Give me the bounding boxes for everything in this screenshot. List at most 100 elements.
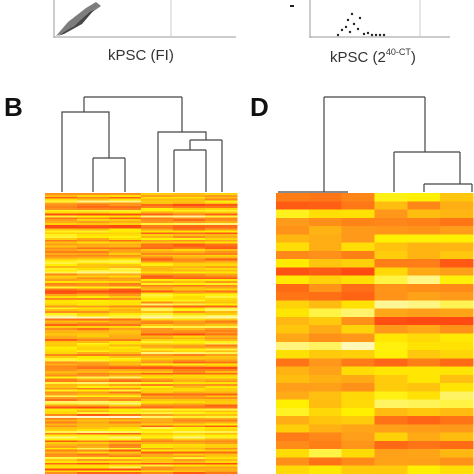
heatmap-b-cell	[77, 305, 110, 308]
heatmap-b-cell	[141, 266, 174, 269]
heatmap-b-cell	[45, 378, 78, 381]
heatmap-b-cell	[77, 459, 110, 462]
heatmap-b-cell	[205, 460, 238, 464]
heatmap-b-cell	[173, 297, 206, 301]
heatmap-b-cell	[141, 213, 174, 217]
heatmap-b-cell	[173, 333, 206, 336]
heatmap-b-cell	[173, 387, 206, 391]
heatmap-b-cell	[77, 267, 110, 271]
heatmap-d-cell	[341, 432, 376, 442]
heatmap-b-cell	[141, 241, 174, 245]
heatmap-b-cell	[205, 312, 238, 316]
heatmap-b-cell	[109, 385, 142, 389]
heatmap-b-cell	[45, 297, 78, 301]
heatmap-b-cell	[109, 312, 142, 316]
heatmap-d-cell	[374, 350, 408, 359]
heatmap-b-cell	[205, 438, 238, 441]
heatmap-b-cell	[77, 427, 110, 430]
heatmap-b-cell	[141, 363, 174, 366]
heatmap-b-cell	[173, 436, 206, 439]
heatmap-b-cell	[141, 299, 174, 303]
heatmap-b-cell	[141, 294, 174, 297]
heatmap-d-cell	[308, 416, 343, 426]
heatmap-b-cell	[45, 472, 78, 474]
heatmap-b-cell	[205, 376, 238, 380]
heatmap-d-cell	[374, 407, 408, 417]
heatmap-d-cell	[407, 217, 441, 227]
heatmap-d-cell	[440, 267, 474, 277]
heatmap-b-cell	[109, 316, 142, 320]
heatmap-b-cell	[173, 414, 206, 417]
heatmap-b-cell	[205, 243, 238, 247]
heatmap-b-cell	[173, 410, 206, 413]
heatmap-b-cell	[205, 370, 238, 374]
heatmap-b-cell	[45, 331, 78, 335]
heatmap-b-cell	[77, 430, 110, 434]
heatmap-b-cell	[77, 393, 110, 396]
heatmap-d-cell	[308, 292, 343, 302]
heatmap-b-cell	[173, 359, 206, 363]
heatmap-b-cell	[141, 412, 174, 415]
heatmap-d-cell	[276, 209, 310, 219]
heatmap-b-cell	[109, 436, 142, 439]
heatmap-b-cell	[45, 219, 78, 222]
heatmap-b-cell	[45, 198, 78, 202]
heatmap-d-cell	[308, 341, 343, 351]
heatmap-b-cell	[77, 288, 110, 292]
heatmap-b-cell	[141, 215, 174, 218]
heatmap-b-cell	[141, 286, 174, 290]
heatmap-d-cell	[407, 267, 441, 277]
heatmap-d-cell	[407, 209, 441, 219]
heatmap-b-cell	[45, 414, 78, 417]
heatmap-b-cell	[173, 286, 206, 290]
heatmap-b-cell	[109, 335, 142, 338]
heatmap-b-cell	[109, 444, 142, 447]
heatmap-b-cell	[173, 324, 206, 327]
heatmap-b-cell	[205, 455, 238, 458]
heatmap-b-cell	[109, 421, 142, 425]
heatmap-b-cell	[141, 365, 174, 368]
heatmap-b-cell	[141, 397, 174, 400]
heatmap-b-cell	[45, 430, 78, 434]
heatmap-d-cell	[440, 193, 474, 202]
heatmap-d-cell	[276, 440, 310, 450]
right-x-axis-label-prefix: kPSC (2	[330, 49, 386, 66]
heatmap-b-cell	[45, 234, 78, 237]
heatmap-b-cell	[173, 228, 206, 232]
heatmap-b-cell	[77, 249, 110, 252]
heatmap-b-cell	[109, 352, 142, 355]
heatmap-b-cell	[205, 303, 238, 306]
heatmap-b-cell	[109, 275, 142, 278]
heatmap-b-cell	[173, 204, 206, 207]
heatmap-b-cell	[173, 466, 206, 469]
heatmap-b-cell	[109, 252, 142, 256]
heatmap-b-cell	[109, 397, 142, 400]
heatmap-b-cell	[141, 361, 174, 365]
heatmap-b-cell	[109, 395, 142, 398]
heatmap-b-cell	[173, 301, 206, 305]
heatmap-b-cell	[77, 228, 110, 232]
heatmap-d-cell	[374, 341, 408, 351]
heatmap-b-cell	[109, 273, 142, 277]
heatmap-b-cell	[173, 440, 206, 443]
heatmap-d-cell	[308, 300, 343, 310]
heatmap-b-cell	[77, 421, 110, 425]
heatmap-b-cell	[45, 342, 78, 346]
heatmap-d-cell	[308, 201, 343, 211]
heatmap-b-cell	[141, 354, 174, 357]
heatmap-b-cell	[141, 447, 174, 451]
heatmap-b-cell	[205, 297, 238, 301]
heatmap-b-cell	[109, 301, 142, 305]
heatmap-b-cell	[141, 414, 174, 417]
heatmap-b-cell	[173, 262, 206, 265]
heatmap-d-cell	[276, 283, 310, 293]
heatmap-b-cell	[205, 222, 238, 226]
heatmap-b-cell	[77, 455, 110, 458]
top-right-scatter-fragment	[280, 0, 450, 38]
heatmap-b-cell	[173, 406, 206, 410]
heatmap-b-cell	[109, 206, 142, 209]
heatmap-b-cell	[45, 406, 78, 410]
heatmap-b-cell	[141, 193, 174, 196]
heatmap-b-cell	[173, 442, 206, 445]
